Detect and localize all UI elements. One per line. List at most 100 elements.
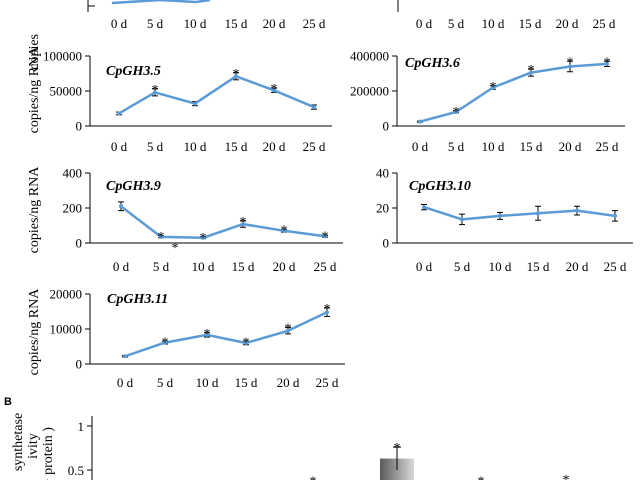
panel-label-b: B <box>4 396 12 408</box>
data-point <box>272 88 276 93</box>
x-tick-label: 10 d <box>196 375 219 390</box>
y-tick-label: 0 <box>383 119 390 134</box>
x-tick-label: 0 d <box>416 259 433 274</box>
y-tick-label: 400000 <box>350 49 389 64</box>
y-tick-label: 40 <box>376 166 389 181</box>
y-axis-label: copies/ng RNA <box>27 46 42 134</box>
significance-star: * <box>240 215 247 230</box>
data-point <box>205 332 209 337</box>
x-tick-label: 5 d <box>147 16 164 31</box>
x-tick-label: 15 d <box>232 259 255 274</box>
x-tick-label: 25 d <box>593 16 616 31</box>
x-tick-label: 15 d <box>225 139 248 154</box>
x-tick-label: 25 d <box>303 16 326 31</box>
x-tick-label: 0 d <box>412 139 429 154</box>
x-tick-label: 20 d <box>559 139 582 154</box>
x-tick-label: 10 d <box>482 139 505 154</box>
significance-star: * <box>200 231 207 246</box>
y-tick-label: 1 <box>78 419 85 434</box>
data-point <box>241 222 245 227</box>
series-line <box>118 75 315 115</box>
x-tick-label: 15 d <box>225 16 248 31</box>
significance-star: * <box>233 67 240 82</box>
x-tick-label: 10 d <box>482 16 505 31</box>
x-tick-label: 0 d <box>111 16 128 31</box>
series-line <box>111 0 211 5</box>
data-point <box>422 205 426 210</box>
panel-title: CpGH3.5 <box>106 64 161 79</box>
panel-title: CpGH3.10 <box>409 179 471 194</box>
data-point <box>529 70 533 75</box>
x-tick-label: 5 d <box>448 16 465 31</box>
significance-star: * <box>271 82 278 97</box>
significance-star: * <box>204 327 211 342</box>
data-point <box>613 213 617 218</box>
data-point <box>498 213 502 218</box>
x-tick-label: 0 d <box>113 259 130 274</box>
data-point <box>454 110 458 114</box>
data-point <box>123 354 127 359</box>
y-axis-label: g⁻¹ protein ) <box>41 427 56 480</box>
chart-panel-cpgh3-9: 0 200 400 0 d 5 d 10 d 15 d 20 d 25 d copies/ng R… <box>27 166 343 274</box>
x-tick-label: 10 d <box>192 259 215 274</box>
significance-star: * <box>324 302 331 317</box>
y-tick-label: 0 <box>76 357 83 372</box>
data-point <box>312 105 316 110</box>
significance-star: * <box>152 83 159 98</box>
y-tick-label: 10000 <box>50 322 83 337</box>
significance-star: * <box>528 63 535 78</box>
data-point <box>153 90 157 95</box>
x-tick-label: 20 d <box>263 16 286 31</box>
x-tick-label: 20 d <box>556 16 579 31</box>
significance-star: * <box>285 322 292 337</box>
y-tick-label: 0 <box>76 236 83 251</box>
x-tick-label: 5 d <box>157 375 174 390</box>
significance-star: * <box>478 475 485 480</box>
significance-star: * <box>322 229 329 244</box>
series-line <box>423 205 616 221</box>
x-tick-label: 0 d <box>416 16 433 31</box>
data-point <box>325 310 329 315</box>
x-tick-label: 15 d <box>519 16 542 31</box>
x-tick-label: 20 d <box>277 375 300 390</box>
data-point <box>244 341 248 345</box>
x-tick-label: 25 d <box>303 139 326 154</box>
chart-panel-cpgh3-11: 0 10000 20000 0 d 5 d 10 d 15 d 20 d 25 d copies/… <box>27 287 345 390</box>
data-point <box>491 85 495 90</box>
x-tick-label: 15 d <box>527 259 550 274</box>
x-tick-label: 5 d <box>153 259 170 274</box>
y-tick-label: 0 <box>76 119 83 134</box>
data-point <box>460 217 464 222</box>
significance-star: * <box>158 230 165 245</box>
data-point <box>163 340 167 345</box>
panel-title: CpGH3.9 <box>106 179 161 194</box>
series-line <box>419 62 608 123</box>
panel-title: CpGH3.11 <box>107 292 168 307</box>
significance-star: * <box>604 55 611 70</box>
data-point <box>575 208 579 213</box>
y-tick-label: 0.5 <box>68 463 84 478</box>
panel-title: CpGH3.6 <box>405 56 460 71</box>
data-point <box>323 234 327 239</box>
x-tick-label: 25 d <box>316 375 339 390</box>
series-line <box>124 311 328 358</box>
y-tick-label: 400 <box>63 166 83 181</box>
data-point <box>159 234 163 239</box>
data-point <box>193 101 197 106</box>
x-tick-label: 15 d <box>235 375 258 390</box>
chart-panel-cpgh3-6: 0 200000 400000 0 d 5 d 10 d 15 d 20 d 25 d CpGH3… <box>350 49 625 154</box>
y-axis-label: copies/ng RNA <box>27 166 42 254</box>
data-point <box>605 61 609 66</box>
x-tick-label: 25 d <box>596 139 619 154</box>
y-tick-label: 200000 <box>350 84 389 99</box>
y-tick-label: 20000 <box>50 287 83 302</box>
significance-star: * <box>490 80 497 95</box>
y-tick-label: 50000 <box>50 84 83 99</box>
top-left-partial-panel: 0 d 5 d 10 d 15 d 20 d 25 d copies <box>27 0 326 70</box>
significance-star: * <box>310 475 317 480</box>
chart-panel-cpgh3-5: 0 50000 100000 0 d 5 d 10 d 15 d 20 d 25 d copies… <box>27 46 332 154</box>
data-point <box>536 211 540 216</box>
x-tick-label: 10 d <box>184 16 207 31</box>
significance-star: * <box>162 335 169 350</box>
significance-star: * <box>243 335 250 350</box>
